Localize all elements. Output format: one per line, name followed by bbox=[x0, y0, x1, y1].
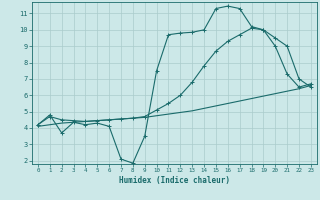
X-axis label: Humidex (Indice chaleur): Humidex (Indice chaleur) bbox=[119, 176, 230, 185]
